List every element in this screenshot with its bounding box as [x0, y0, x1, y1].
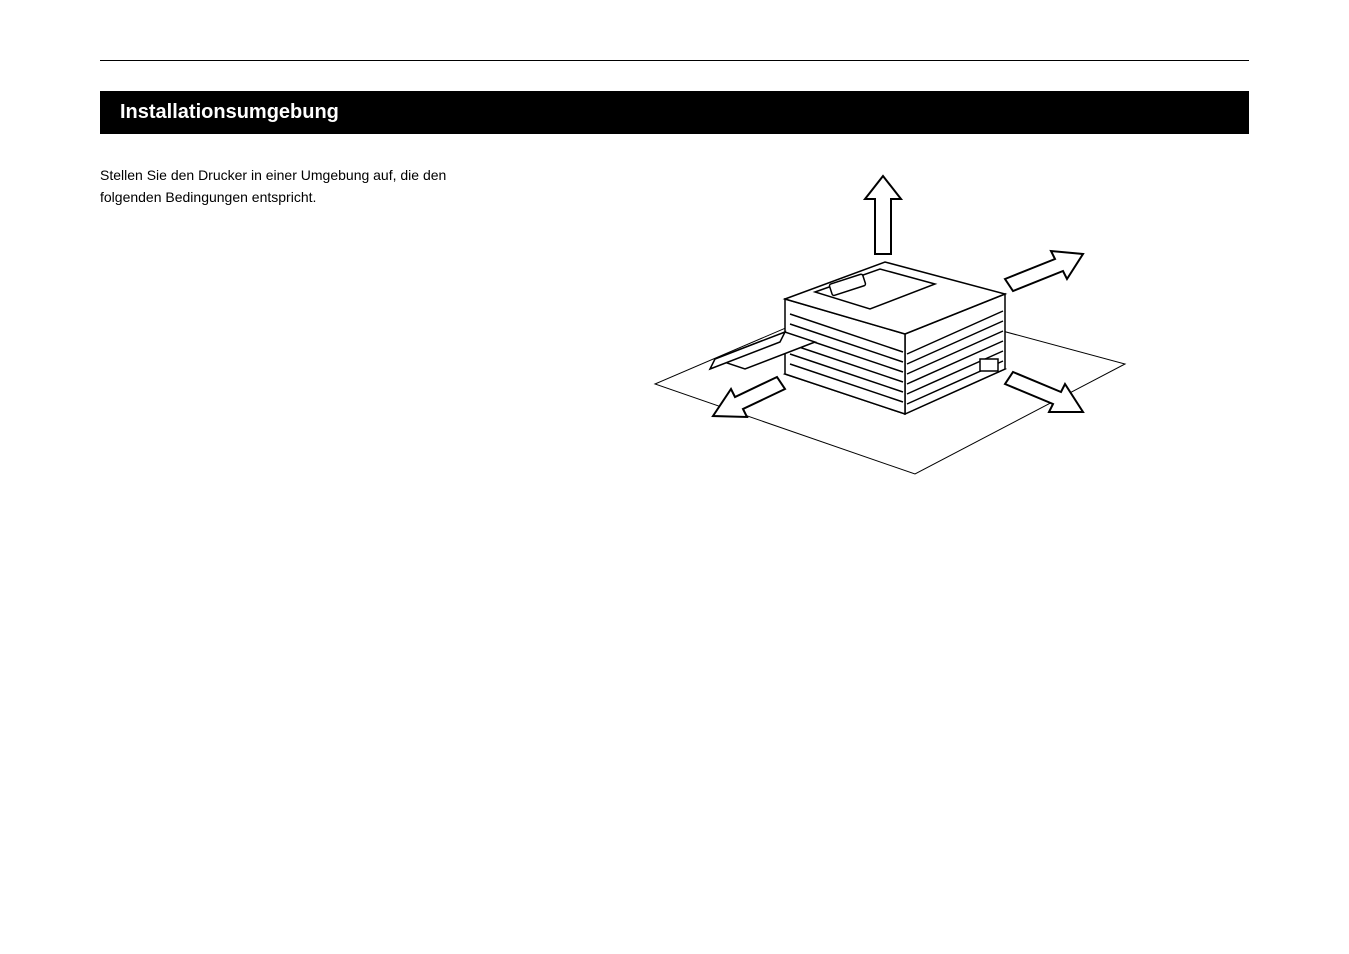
section-title-bar: Installationsumgebung	[100, 91, 1249, 134]
section-title: Installationsumgebung	[120, 101, 339, 123]
body-text: Stellen Sie den Drucker in einer Umgebun…	[100, 164, 480, 209]
description-column: Stellen Sie den Drucker in einer Umgebun…	[100, 164, 480, 514]
printer-clearance-illustration	[635, 164, 1135, 514]
diagram-column	[520, 164, 1249, 514]
content-row: Stellen Sie den Drucker in einer Umgebun…	[100, 164, 1249, 514]
header-divider	[100, 60, 1249, 61]
